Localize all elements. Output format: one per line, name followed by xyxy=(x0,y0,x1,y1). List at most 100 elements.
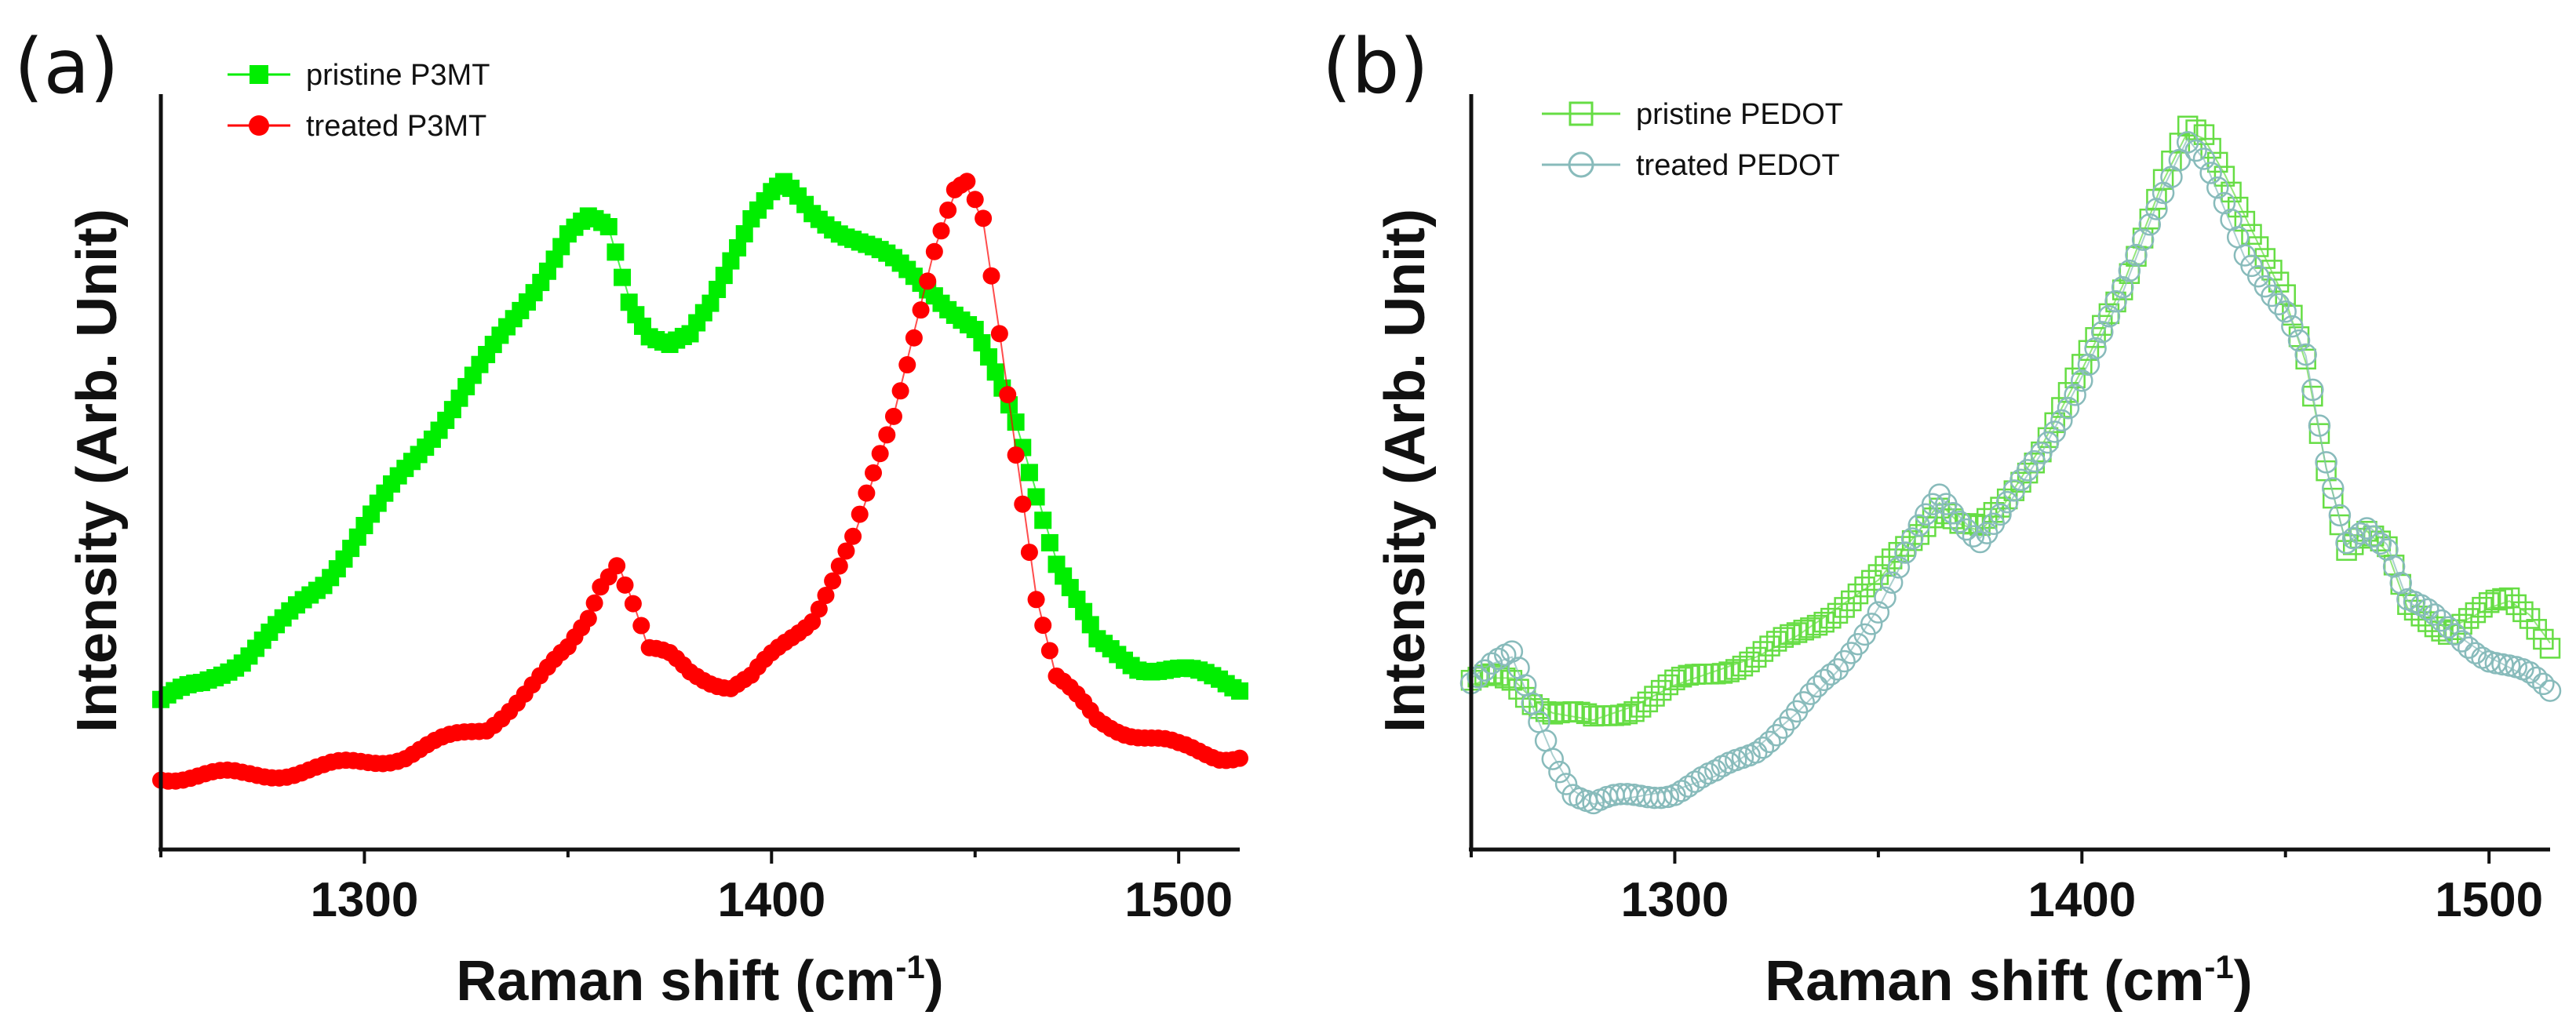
data-point-treated-pedot xyxy=(2430,609,2453,632)
data-point-treated-p3mt xyxy=(844,527,862,545)
data-point-treated-pedot xyxy=(2348,522,2372,545)
data-point-pristine-pedot xyxy=(1800,617,1821,639)
panel-b-legend: pristine PEDOT treated PEDOT xyxy=(1542,98,1843,182)
data-point-pristine-pedot xyxy=(1630,697,1652,718)
legend-marker-pristine-p3mt xyxy=(250,65,268,84)
data-point-pristine-pedot xyxy=(2227,196,2249,218)
data-point-pristine-pedot xyxy=(2308,423,2330,444)
data-point-pristine-pedot xyxy=(2458,608,2479,629)
data-point-treated-p3mt xyxy=(585,594,603,612)
data-point-treated-p3mt xyxy=(1027,591,1045,609)
data-point-treated-pedot xyxy=(2294,343,2317,366)
legend-marker-pristine-pedot xyxy=(1569,101,1594,126)
data-point-pristine-pedot xyxy=(2302,385,2323,407)
panel-a-label: (a) xyxy=(14,23,119,111)
legend-marker-treated-pedot xyxy=(1568,151,1594,178)
data-point-pristine-p3mt xyxy=(1081,616,1099,634)
data-point-treated-pedot xyxy=(1704,759,1727,782)
x-tick-label: 1500 xyxy=(1124,873,1233,927)
data-point-pristine-p3mt xyxy=(980,348,998,366)
data-point-treated-p3mt xyxy=(837,542,855,560)
data-point-pristine-p3mt xyxy=(1231,682,1248,700)
data-point-treated-p3mt xyxy=(1020,544,1038,562)
panel-a-x-axis-title-close: ) xyxy=(925,950,944,1013)
data-point-pristine-pedot xyxy=(1827,602,1849,624)
data-point-pristine-pedot xyxy=(2472,596,2493,618)
data-point-treated-pedot xyxy=(1867,601,1890,624)
data-point-treated-pedot xyxy=(1989,503,2012,526)
data-point-treated-pedot xyxy=(1894,541,1917,564)
data-point-pristine-pedot xyxy=(2221,181,2242,203)
data-point-pristine-pedot xyxy=(1657,674,1679,696)
data-point-pristine-p3mt xyxy=(607,243,625,261)
x-tick-label: 1400 xyxy=(717,873,825,927)
data-point-treated-pedot xyxy=(2138,213,2162,236)
x-tick-label: 1400 xyxy=(2028,873,2136,927)
data-point-treated-p3mt xyxy=(1034,617,1052,635)
data-point-treated-pedot xyxy=(2417,598,2439,621)
data-point-pristine-pedot xyxy=(1739,651,1760,673)
data-point-treated-pedot xyxy=(1995,490,2019,514)
data-point-treated-p3mt xyxy=(810,600,828,618)
data-point-treated-pedot xyxy=(2043,420,2066,443)
data-point-pristine-pedot xyxy=(1528,698,1550,719)
data-point-treated-pedot xyxy=(2518,661,2541,684)
data-point-treated-p3mt xyxy=(817,587,835,605)
data-point-treated-pedot xyxy=(2538,679,2562,702)
data-point-treated-pedot xyxy=(2097,304,2121,328)
data-point-treated-pedot xyxy=(2389,572,2412,595)
data-point-treated-pedot xyxy=(2301,378,2324,402)
data-point-treated-pedot xyxy=(2104,289,2127,313)
data-point-treated-pedot xyxy=(1880,571,1904,594)
panel-a-y-axis-title: Intensity (Arb. Unit) xyxy=(66,209,129,733)
data-point-pristine-pedot xyxy=(1834,597,1855,618)
data-point-treated-p3mt xyxy=(616,576,634,594)
data-point-treated-pedot xyxy=(1820,663,1842,686)
data-point-treated-pedot xyxy=(2176,131,2199,154)
data-point-treated-p3mt xyxy=(1007,446,1025,464)
data-point-pristine-pedot xyxy=(1718,661,1740,682)
data-point-treated-pedot xyxy=(2443,623,2467,646)
data-point-pristine-p3mt xyxy=(722,252,740,270)
data-point-pristine-pedot xyxy=(1765,631,1787,652)
data-point-pristine-pedot xyxy=(1908,524,1930,545)
data-point-treated-pedot xyxy=(2036,431,2060,454)
data-point-pristine-p3mt xyxy=(966,321,984,339)
data-point-pristine-pedot xyxy=(2505,594,2527,616)
panel-a-legend: pristine P3MT treated P3MT xyxy=(228,59,490,143)
data-point-treated-p3mt xyxy=(891,382,909,400)
data-point-treated-p3mt xyxy=(932,222,950,240)
series-line-pristine-pedot xyxy=(1470,130,2551,722)
data-point-treated-pedot xyxy=(1649,786,1673,810)
data-point-treated-p3mt xyxy=(975,209,993,227)
data-point-treated-pedot xyxy=(2152,181,2175,205)
data-point-pristine-pedot xyxy=(2519,608,2541,629)
data-point-pristine-pedot xyxy=(1820,607,1842,629)
data-point-treated-pedot xyxy=(1467,666,1489,689)
data-point-treated-p3mt xyxy=(990,325,1008,343)
data-point-treated-pedot xyxy=(1487,647,1510,671)
panel-b-x-axis-title-sup: -1 xyxy=(2204,948,2233,985)
data-point-pristine-p3mt xyxy=(599,218,618,236)
data-point-pristine-pedot xyxy=(2085,327,2106,348)
data-point-treated-p3mt xyxy=(982,267,1000,285)
data-point-treated-p3mt xyxy=(939,201,957,219)
data-point-treated-pedot xyxy=(1962,525,1985,548)
data-point-treated-p3mt xyxy=(824,572,842,590)
data-point-treated-pedot xyxy=(1684,770,1707,793)
data-point-treated-pedot xyxy=(2532,672,2555,696)
data-point-pristine-p3mt xyxy=(614,268,632,286)
data-point-pristine-pedot xyxy=(1867,564,1889,585)
legend-label-pristine-pedot: pristine PEDOT xyxy=(1636,98,1843,131)
data-point-pristine-pedot xyxy=(1569,701,1590,723)
legend-label-treated-pedot: treated PEDOT xyxy=(1636,149,1840,182)
data-point-pristine-pedot xyxy=(2146,188,2167,210)
data-point-treated-pedot xyxy=(1948,510,1971,533)
data-point-pristine-pedot xyxy=(1881,548,1903,569)
data-point-treated-p3mt xyxy=(912,301,930,319)
data-point-pristine-pedot xyxy=(1664,669,1685,691)
data-point-treated-p3mt xyxy=(871,445,889,463)
panel-b-x-axis-title-close: ) xyxy=(2234,950,2253,1013)
data-point-treated-pedot xyxy=(1860,613,1883,635)
